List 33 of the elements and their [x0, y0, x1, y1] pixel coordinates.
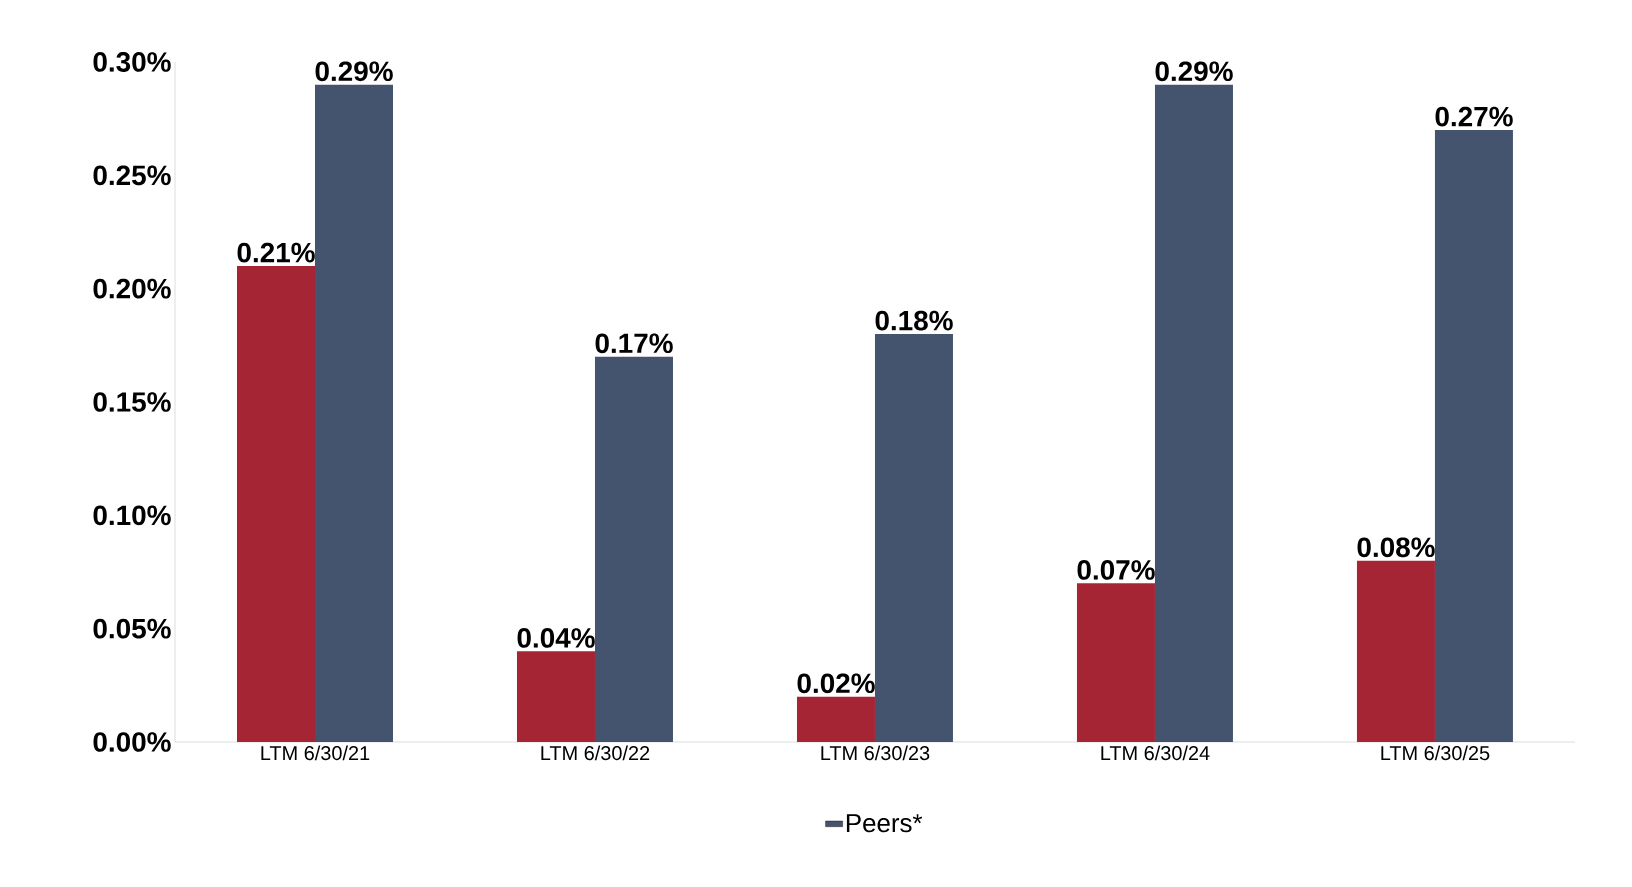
- bar: [1076, 583, 1155, 742]
- y-tick-label: 0.25%: [93, 165, 171, 186]
- bar: [1154, 84, 1233, 742]
- data-label: 0.08%: [1357, 537, 1435, 558]
- y-tick-label: 0.00%: [93, 732, 171, 752]
- bar: [1434, 129, 1513, 742]
- x-tick-label: LTM 6/30/22: [541, 745, 650, 761]
- data-label: 0.27%: [1435, 106, 1513, 127]
- bar: [796, 696, 875, 742]
- x-tick-label: LTM 6/30/23: [821, 745, 930, 761]
- bar: [874, 334, 953, 742]
- legend-label: Peers*: [846, 814, 923, 833]
- y-tick-label: 0.10%: [93, 505, 171, 526]
- bar: [315, 84, 393, 742]
- x-tick-label: LTM 6/30/25: [1381, 745, 1490, 761]
- data-label: 0.18%: [875, 310, 953, 331]
- y-tick-label: 0.05%: [93, 618, 171, 639]
- data-label: 0.17%: [595, 333, 673, 354]
- y-tick-label: 0.30%: [93, 52, 171, 72]
- data-label: 0.04%: [517, 628, 595, 648]
- bar: [1356, 560, 1435, 742]
- bar: [237, 265, 315, 742]
- x-tick-label: LTM 6/30/21: [261, 745, 370, 761]
- data-label: 0.29%: [1155, 61, 1233, 82]
- data-label: 0.21%: [237, 242, 315, 263]
- data-label: 0.29%: [315, 61, 393, 82]
- data-label: 0.07%: [1077, 560, 1155, 580]
- data-label: 0.02%: [797, 673, 875, 694]
- x-tick-label: LTM 6/30/24: [1101, 745, 1210, 761]
- bar: [516, 651, 595, 742]
- y-tick-label: 0.20%: [93, 278, 171, 299]
- bar: [594, 356, 673, 742]
- y-tick-label: 0.15%: [93, 392, 171, 412]
